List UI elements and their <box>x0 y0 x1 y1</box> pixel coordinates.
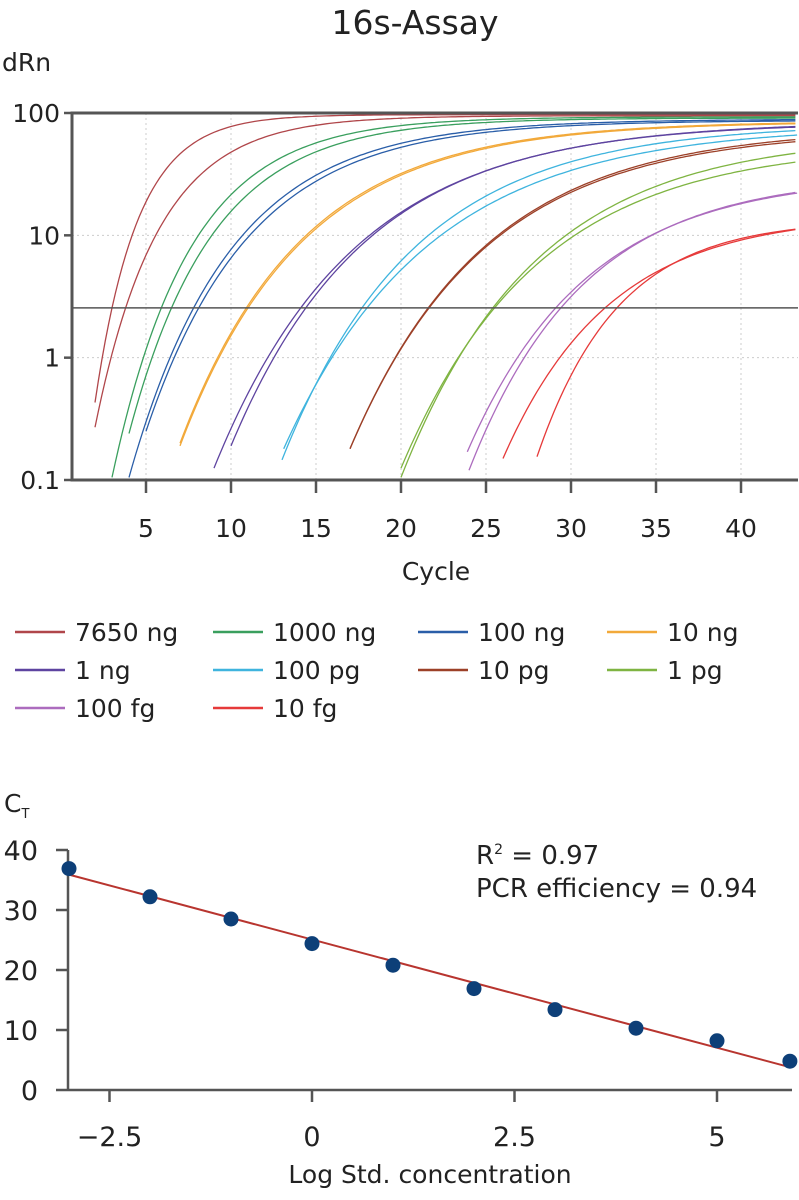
x-tick-label: 25 <box>470 514 502 543</box>
y-tick-label: 20 <box>4 956 38 987</box>
y-axis-ticks: 0.1 1 10 100 <box>12 99 72 495</box>
data-point <box>142 889 158 905</box>
x-tick-label: 0 <box>303 1122 320 1153</box>
curve-100-ng <box>145 120 796 432</box>
legend-item: 7650 ng <box>15 618 178 647</box>
y-tick-label: 10 <box>28 221 60 250</box>
legend-label: 100 ng <box>478 618 565 647</box>
data-point <box>547 1002 563 1018</box>
legend-item: 100 fg <box>15 694 155 723</box>
data-point <box>304 936 320 952</box>
ct-y-ticks: 0 10 20 30 40 <box>4 836 68 1107</box>
r-squared-annotation: R2 = 0.97 <box>476 841 599 871</box>
amplification-curves <box>94 113 798 478</box>
legend-item: 100 ng <box>418 618 565 647</box>
curve-1000-ng <box>111 116 796 478</box>
legend-item: 10 ng <box>607 618 738 647</box>
legend-label: 10 pg <box>478 656 550 685</box>
data-point <box>385 957 401 973</box>
legend-label: 1 ng <box>75 656 131 685</box>
curve-7650-ng <box>94 113 796 403</box>
curve-100-fg <box>466 192 798 453</box>
legend-item: 100 pg <box>213 656 360 685</box>
legend-label: 10 ng <box>667 618 738 647</box>
x-tick-label: 30 <box>555 514 587 543</box>
data-point <box>61 861 77 877</box>
x-axis-title: Cycle <box>402 557 470 586</box>
legend-label: 10 fg <box>273 694 337 723</box>
plot-frame <box>70 111 798 482</box>
ct-axis-title: CT <box>4 789 29 822</box>
curve-1-ng <box>213 125 796 469</box>
legend-item: 10 pg <box>418 656 550 685</box>
regression-line <box>68 873 791 1069</box>
data-point <box>223 911 239 927</box>
curve-10-pg <box>349 141 796 450</box>
curve-100-pg <box>283 134 798 450</box>
y-tick-label: 30 <box>4 896 38 927</box>
legend: 7650 ng 1000 ng 100 ng 10 ng 1 ng 100 pg 10 pg… <box>15 618 738 723</box>
x-tick-label: 2.5 <box>493 1122 536 1153</box>
x-tick-label: 35 <box>640 514 672 543</box>
curve-10-fg <box>536 228 796 457</box>
gridlines <box>72 113 798 480</box>
y-tick-label: 0.1 <box>20 466 60 495</box>
curve-1-pg <box>400 152 796 478</box>
y-tick-label: 1 <box>44 344 60 373</box>
curve-10-fg <box>502 228 796 459</box>
curve-100-ng <box>128 119 796 478</box>
x-axis-title-bottom: Log Std. concentration <box>288 1160 571 1189</box>
legend-label: 100 fg <box>75 694 155 723</box>
x-tick-label: 10 <box>215 514 247 543</box>
x-tick-label: 5 <box>138 514 154 543</box>
data-point <box>782 1053 798 1069</box>
legend-label: 1 pg <box>667 656 723 685</box>
x-tick-label: −2.5 <box>77 1122 143 1153</box>
log-x-ticks: −2.5 0 2.5 5 <box>77 1090 726 1153</box>
legend-item: 1 ng <box>15 656 131 685</box>
data-point <box>466 981 482 997</box>
y-tick-label: 40 <box>4 836 38 867</box>
curve-1-pg <box>400 161 796 469</box>
x-tick-label: 40 <box>725 514 757 543</box>
data-point <box>628 1020 644 1036</box>
legend-label: 100 pg <box>273 656 360 685</box>
data-points <box>61 861 798 1069</box>
y-tick-label: 100 <box>12 99 60 128</box>
chart-title: 16s-Assay <box>331 3 498 42</box>
y-tick-label: 10 <box>4 1016 38 1047</box>
legend-item: 10 fg <box>213 694 337 723</box>
curve-100-pg <box>281 129 796 461</box>
curve-10-ng <box>179 122 796 444</box>
y-axis-title: dRn <box>2 48 51 77</box>
legend-label: 7650 ng <box>75 618 178 647</box>
legend-item: 1 pg <box>607 656 723 685</box>
y-tick-label: 0 <box>21 1076 38 1107</box>
legend-label: 1000 ng <box>273 618 376 647</box>
x-tick-label: 5 <box>708 1122 725 1153</box>
pcr-efficiency-annotation: PCR efficiency = 0.94 <box>476 874 757 904</box>
curve-100-fg <box>468 191 796 471</box>
curve-1-ng <box>230 126 796 447</box>
legend-item: 1000 ng <box>213 618 376 647</box>
data-point <box>709 1033 725 1049</box>
x-axis-ticks: 5 10 15 20 25 30 35 40 <box>138 480 757 543</box>
x-tick-label: 20 <box>385 514 417 543</box>
x-tick-label: 15 <box>300 514 332 543</box>
curve-1000-ng <box>128 117 796 434</box>
curve-7650-ng <box>94 115 796 428</box>
curve-10-ng <box>179 123 796 447</box>
